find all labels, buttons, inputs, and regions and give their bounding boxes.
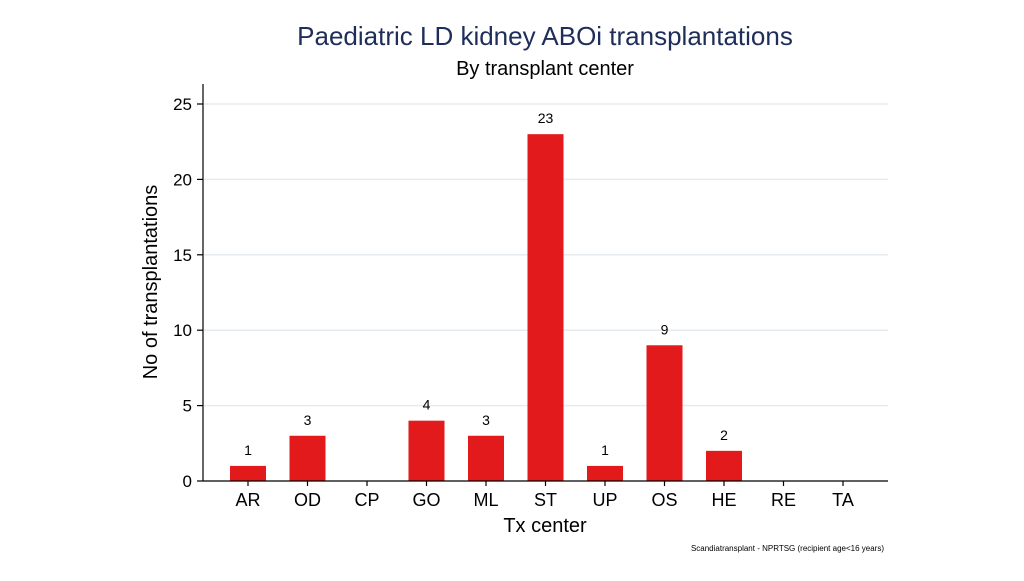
footnote: Scandiatransplant - NPRTSG (recipient ag…: [691, 544, 884, 553]
chart-title: Paediatric LD kidney ABOi transplantatio…: [297, 21, 793, 51]
data-labels: 1 3 4 3 23 1 9 2: [244, 110, 728, 458]
bar-od: [289, 435, 326, 481]
y-tick-label: 0: [183, 472, 192, 491]
data-label-od: 3: [304, 412, 312, 428]
data-label-go: 4: [423, 397, 431, 413]
bar-go: [408, 420, 445, 481]
x-axis-label: Tx center: [503, 515, 587, 537]
x-axis-ticks: AR OD CP GO ML ST UP OS HE RE TA: [235, 481, 854, 510]
x-tick-label-up: UP: [592, 490, 617, 510]
data-label-he: 2: [720, 427, 728, 443]
data-label-ar: 1: [244, 442, 252, 458]
bar-ar: [230, 465, 266, 481]
data-label-os: 9: [661, 321, 669, 337]
bar-he: [706, 450, 742, 481]
x-tick-label-ta: TA: [832, 490, 854, 510]
data-label-up: 1: [601, 442, 609, 458]
x-tick-label-re: RE: [771, 490, 796, 510]
bar-ml: [468, 435, 504, 481]
x-tick-label-cp: CP: [354, 490, 379, 510]
x-tick-label-st: ST: [534, 490, 557, 510]
y-tick-label: 25: [173, 95, 192, 114]
x-tick-label-he: HE: [711, 490, 736, 510]
y-tick-label: 10: [173, 321, 192, 340]
bars: [230, 134, 742, 481]
data-label-st: 23: [538, 110, 554, 126]
y-tick-label: 5: [183, 397, 192, 416]
bar-up: [587, 465, 623, 481]
y-tick-label: 15: [173, 246, 192, 265]
x-tick-label-go: GO: [412, 490, 440, 510]
data-label-ml: 3: [482, 412, 490, 428]
chart-subtitle: By transplant center: [456, 58, 634, 80]
y-tick-label: 20: [173, 170, 192, 189]
bar-os: [646, 345, 683, 481]
x-tick-label-ar: AR: [235, 490, 260, 510]
bar-st: [527, 134, 564, 481]
x-tick-label-od: OD: [294, 490, 321, 510]
y-axis-ticks: 0 5 10 15 20 25: [173, 95, 203, 491]
x-tick-label-ml: ML: [473, 490, 498, 510]
y-axis-label: No of transplantations: [140, 185, 162, 380]
x-tick-label-os: OS: [651, 490, 677, 510]
